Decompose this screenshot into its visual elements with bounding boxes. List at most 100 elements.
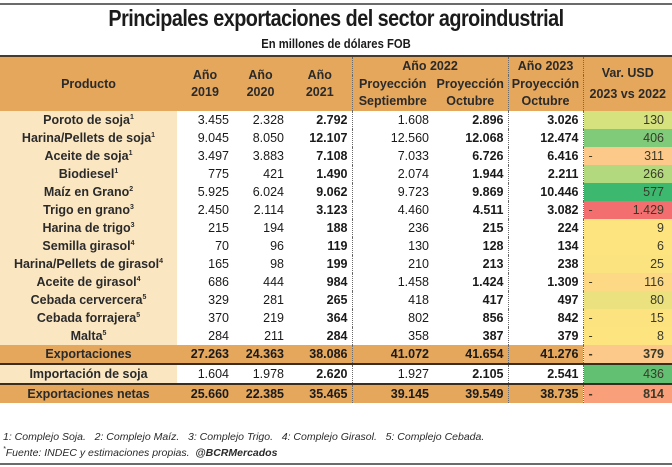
value-oct2023: 224 [508,219,584,237]
variation-cell: 130 [583,111,672,129]
footnote-ref: 1 [114,168,119,175]
product-name: Cebada forrajera [36,311,137,325]
value-oct2023: 379 [508,327,584,345]
product-cell: Cebada cervercera5 [0,291,177,309]
value-y2021: 38.086 [288,345,353,364]
value-y2021: 35.465 [288,384,353,403]
value-sep2022: 358 [408,329,429,343]
table-row: Trigo en grano3 2.450 2.114 3.123 4.460 4.511… [0,201,672,219]
value-y2020: 1.978 [252,367,284,381]
value-sep2022: 41.072 [352,345,433,364]
header-2022-sep-line2: Septiembre [358,94,427,108]
value-y2019: 27.263 [177,345,233,364]
footnote-ref: 1 [129,114,134,121]
variation-cell: - 814 [583,384,672,403]
value-y2021: 199 [288,255,353,273]
table-body: Poroto de soja1 3.455 2.328 2.792 1.608 2.896… [0,111,672,403]
value-oct2022: 1.944 [433,165,509,183]
product-cell: Harina/Pellets de girasol4 [0,255,177,273]
variation-value: 406 [643,131,664,145]
value-y2019: 5.925 [197,185,229,199]
footnote-ref: 1 [128,150,133,157]
header-2020-line1: Año [248,68,273,82]
variation-cell: 406 [583,129,672,147]
table-row: Aceite de girasol4 686 444 984 1.458 1.424 1.3… [0,273,672,291]
product-name: Biodiesel [58,167,115,181]
value-y2019: 3.497 [197,149,229,163]
header-2023-group: Año 2023 [508,56,584,75]
variation-cell: 80 [583,291,672,309]
header-var-line1: Var. USD [601,66,654,80]
table-row: Malta5 284 211 284 358 387 379-8 [0,327,672,345]
value-sep2022: 130 [408,239,429,253]
source-text: Fuente: INDEC y estimaciones propias. [5,447,190,459]
value-y2021: 984 [288,273,353,291]
total-row: Exportaciones 27.263 24.363 38.086 41.072 41.… [0,345,672,364]
product-cell: Exportaciones netas [0,384,177,403]
table-row: Cebada forrajera5 370 219 364 802 856 842- 15 [0,309,672,327]
product-cell: Biodiesel1 [0,165,177,183]
variation-sign: - [588,149,593,163]
value-y2021: 2.620 [288,364,353,384]
value-oct2022: 417 [433,291,509,309]
value-y2020: 96 [270,239,284,253]
value-oct2023: 41.276 [508,345,584,364]
value-sep2022: 1.458 [397,275,429,289]
header-2020: Año 2020 [233,56,288,111]
value-y2019: 370 [208,311,229,325]
value-y2020: 211 [264,329,284,343]
product-name: Cebada cervercera [30,293,143,307]
table-row: Poroto de soja1 3.455 2.328 2.792 1.608 2.896… [0,111,672,129]
header-2022-sep-line1: Proyección [359,77,427,91]
footnote-ref: 4 [136,276,141,283]
variation-value: 577 [643,185,664,199]
value-oct2022: 9.869 [433,183,509,201]
footnote-ref: 5 [142,294,147,301]
value-y2019: 165 [208,257,229,271]
value-sep2022: 1.927 [397,367,429,381]
value-y2020: 444 [263,275,284,289]
table-row: Semilla girasol4 70 96 119 130 128 134 6 [0,237,672,255]
value-oct2023: 3.026 [508,111,584,129]
table-row: Cebada cervercera5 329 281 265 418 417 497 80 [0,291,672,309]
table-row: Harina/Pellets de soja1 9.045 8.050 12.107 1… [0,129,672,147]
table-row: Biodiesel1 775 421 1.490 2.074 1.944 2.211 266 [0,165,672,183]
value-y2021: 119 [288,237,353,255]
footnote-ref: 4 [130,240,135,247]
header-2022-sep: Proyección Septiembre [352,75,433,111]
value-y2020: 98 [270,257,284,271]
variation-value: 266 [643,167,664,181]
variation-value: 130 [643,113,664,127]
variation-cell: 25 [583,255,672,273]
product-name: Exportaciones [45,347,132,361]
variation-value: 1.429 [632,203,664,217]
variation-value: 116 [644,275,664,289]
value-oct2022: 1.424 [433,273,509,291]
value-y2021: 1.490 [288,165,353,183]
value-y2021: 364 [288,309,353,327]
variation-sign: - [588,329,593,343]
value-y2021: 188 [288,219,353,237]
product-cell: Malta5 [0,327,177,345]
variation-cell: - 311 [583,147,672,165]
header-2021: Año 2021 [288,56,353,111]
variation-cell: 436 [583,364,672,384]
value-y2021: 265 [288,291,353,309]
value-y2019: 215 [208,221,229,235]
value-oct2022: 213 [433,255,509,273]
variation-sign: - [588,387,593,401]
variation-cell: 577 [583,183,672,201]
header-2019-line2: 2019 [191,85,219,99]
value-oct2023: 6.416 [508,147,584,165]
header-var: Var. USD 2023 vs 2022 [583,56,672,111]
value-y2020: 22.385 [233,384,288,403]
variation-value: 25 [650,257,664,271]
value-oct2023: 238 [508,255,584,273]
value-y2020: 194 [263,221,284,235]
variation-cell: 6 [583,237,672,255]
product-cell: Cebada forrajera5 [0,309,177,327]
variation-cell: - 116 [583,273,672,291]
value-oct2022: 41.654 [433,345,509,364]
variation-cell: - 1.429 [583,201,672,219]
value-oct2023: 2.211 [508,165,584,183]
